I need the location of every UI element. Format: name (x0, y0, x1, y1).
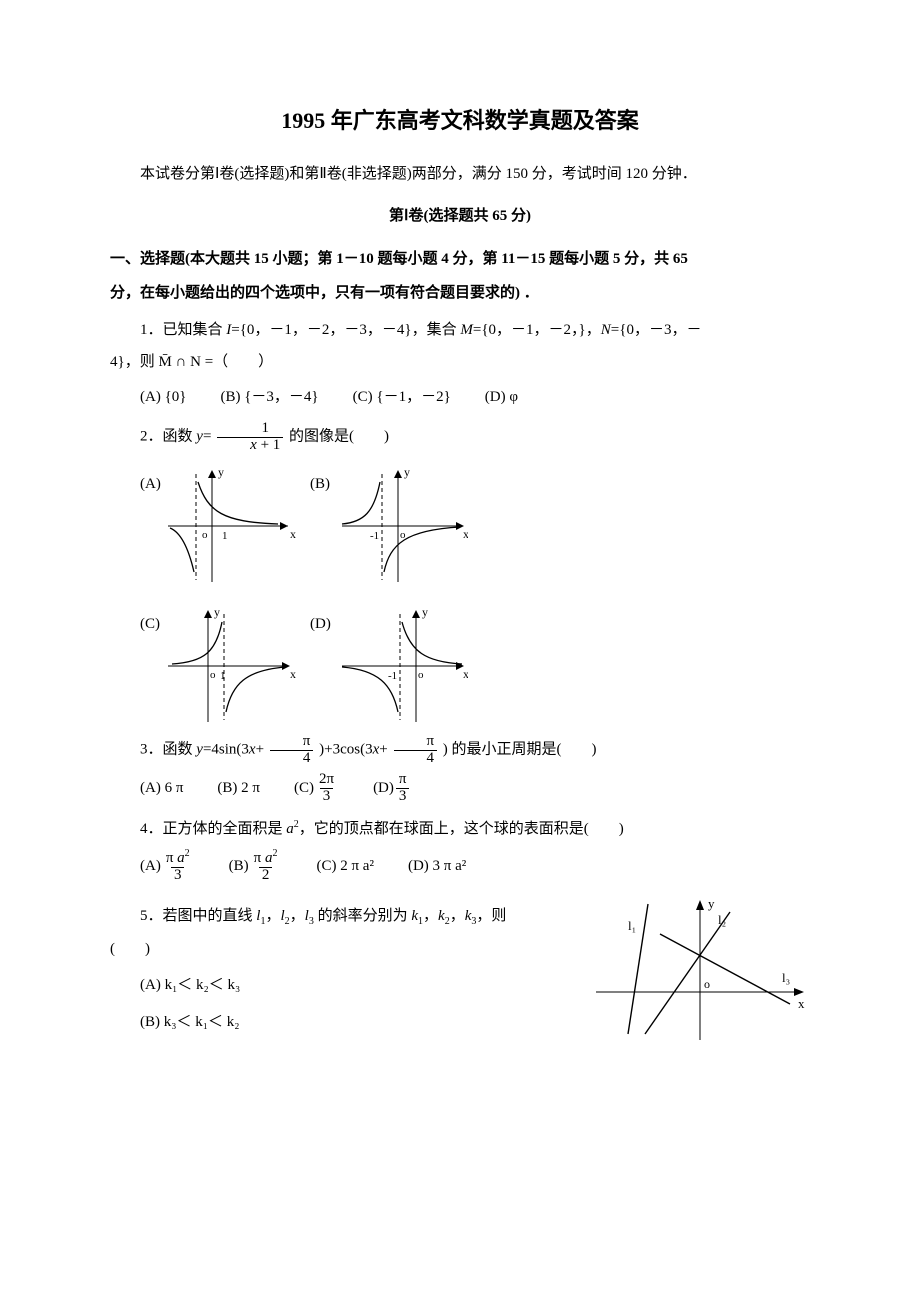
q1-stem-cont: 4}，则 M̄ ∩ N =（ ） (110, 348, 810, 377)
q5-block: 5．若图中的直线 l1，l2，l3 的斜率分别为 k1，k2，k3，则 ( ) … (110, 894, 810, 1044)
q2-fig-b-label: (B) (310, 464, 338, 499)
q4-opt-a: (A) π a23 (140, 849, 195, 884)
q1-opt-b: (B) {－3，－4} (220, 383, 318, 412)
svg-text:o: o (704, 977, 710, 991)
svg-text:l₁: l₁ (628, 918, 636, 933)
doc-title: 1995 年广东高考文科数学真题及答案 (110, 100, 810, 142)
q1-opt-c: (C) {－1，－2} (353, 383, 451, 412)
q4-opt-b: (B) π a22 (229, 849, 283, 884)
q2-text-b: 的图像是( ) (289, 429, 389, 445)
q1-options: (A) {0} (B) {－3，－4} (C) {－1，－2} (D) φ (140, 383, 810, 412)
q1-text-a: 1．已知集合 (140, 322, 226, 338)
q2-text-a: 2．函数 (140, 429, 196, 445)
intro-paragraph: 本试卷分第Ⅰ卷(选择题)和第Ⅱ卷(非选择题)两部分，满分 150 分，考试时间 … (110, 160, 810, 189)
q2-fraction: 1 x + 1 (217, 421, 283, 454)
q3-opt-d: (D) π3 (373, 772, 411, 805)
svg-text:x: x (290, 527, 296, 541)
svg-text:-1: -1 (388, 670, 397, 682)
section1-heading-line2: 分，在每小题给出的四个选项中，只有一项有符合题目要求的) ． (110, 279, 810, 308)
q2-figures: (A) xy o1 (B) xy o-1 (C) xy (140, 464, 810, 724)
q2-fig-d: (D) x y o -1 (310, 604, 470, 724)
q2-graph-d: x y o -1 (338, 604, 468, 724)
q2-stem: 2．函数 y= 1 x + 1 的图像是( ) (110, 421, 810, 454)
q5-opt-a: (A) k₁＜ k₂＜ k₃ (110, 971, 570, 1000)
q4-options: (A) π a23 (B) π a22 (C) 2 π a² (D) 3 π a… (140, 849, 810, 884)
svg-text:y: y (708, 896, 715, 911)
q3-stem: 3．函数 y=4sin(3x+ π4 )+3cos(3x+ π4 ) 的最小正周… (110, 734, 810, 767)
q2-fig-c: (C) x y o1 (140, 604, 300, 724)
q2-graph-b: xy o-1 (338, 464, 468, 584)
svg-text:-1: -1 (370, 530, 379, 542)
svg-text:l₃: l₃ (782, 970, 790, 985)
svg-text:o: o (202, 529, 208, 541)
svg-text:y: y (422, 605, 428, 619)
q3-options: (A) 6 π (B) 2 π (C) 2π3 (D) π3 (140, 772, 810, 805)
svg-text:o: o (210, 669, 216, 681)
svg-text:y: y (404, 465, 410, 479)
svg-text:x: x (463, 527, 468, 541)
svg-text:l₂: l₂ (718, 912, 726, 927)
q3-opt-a: (A) 6 π (140, 772, 183, 805)
q3-opt-b: (B) 2 π (217, 772, 260, 805)
q2-graph-a: x y o 1 (168, 464, 298, 584)
q5-paren: ( ) (110, 935, 570, 964)
q4-opt-d: (D) 3 π a² (408, 849, 466, 884)
q4-stem: 4．正方体的全面积是 a2，它的顶点都在球面上，这个球的表面积是( ) (110, 815, 810, 844)
q1-text-c: ={0，－1，－2，}， (473, 322, 601, 338)
svg-text:1: 1 (220, 670, 226, 682)
section1-subtitle: 第Ⅰ卷(选择题共 65 分) (110, 202, 810, 231)
q2-fig-b: (B) xy o-1 (310, 464, 470, 584)
q1-stem: 1．已知集合 I={0，－1，－2，－3，－4}，集合 M={0，－1，－2，}… (110, 316, 810, 345)
svg-text:o: o (418, 669, 424, 681)
q2-fig-d-label: (D) (310, 604, 338, 639)
svg-text:x: x (798, 996, 805, 1011)
q5-graph: x y o l₁ l₂ l₃ (590, 894, 810, 1044)
svg-text:x: x (290, 667, 296, 681)
q2-fig-c-label: (C) (140, 604, 168, 639)
svg-text:1: 1 (222, 530, 228, 542)
q5-stem: 5．若图中的直线 l1，l2，l3 的斜率分别为 k1，k2，k3，则 (110, 902, 570, 931)
q1-text-d: ={0，－3，－ (611, 322, 702, 338)
svg-text:y: y (218, 465, 224, 479)
q4-opt-c: (C) 2 π a² (316, 849, 373, 884)
q2-graph-c: x y o1 (168, 604, 298, 724)
svg-text:x: x (463, 667, 468, 681)
q3-opt-c: (C) 2π3 (294, 772, 339, 805)
section1-heading-line1: 一、选择题(本大题共 15 小题；第 1－10 题每小题 4 分，第 11－15… (110, 245, 810, 274)
q1-text-b: ={0，－1，－2，－3，－4}，集合 (231, 322, 460, 338)
q2-fig-a-label: (A) (140, 464, 168, 499)
q5-opt-b: (B) k₃＜ k₁＜ k₂ (110, 1008, 570, 1037)
q1-opt-a: (A) {0} (140, 383, 186, 412)
q2-fig-a: (A) x y o 1 (140, 464, 300, 584)
q1-opt-d: (D) φ (485, 383, 518, 412)
svg-text:y: y (214, 605, 220, 619)
